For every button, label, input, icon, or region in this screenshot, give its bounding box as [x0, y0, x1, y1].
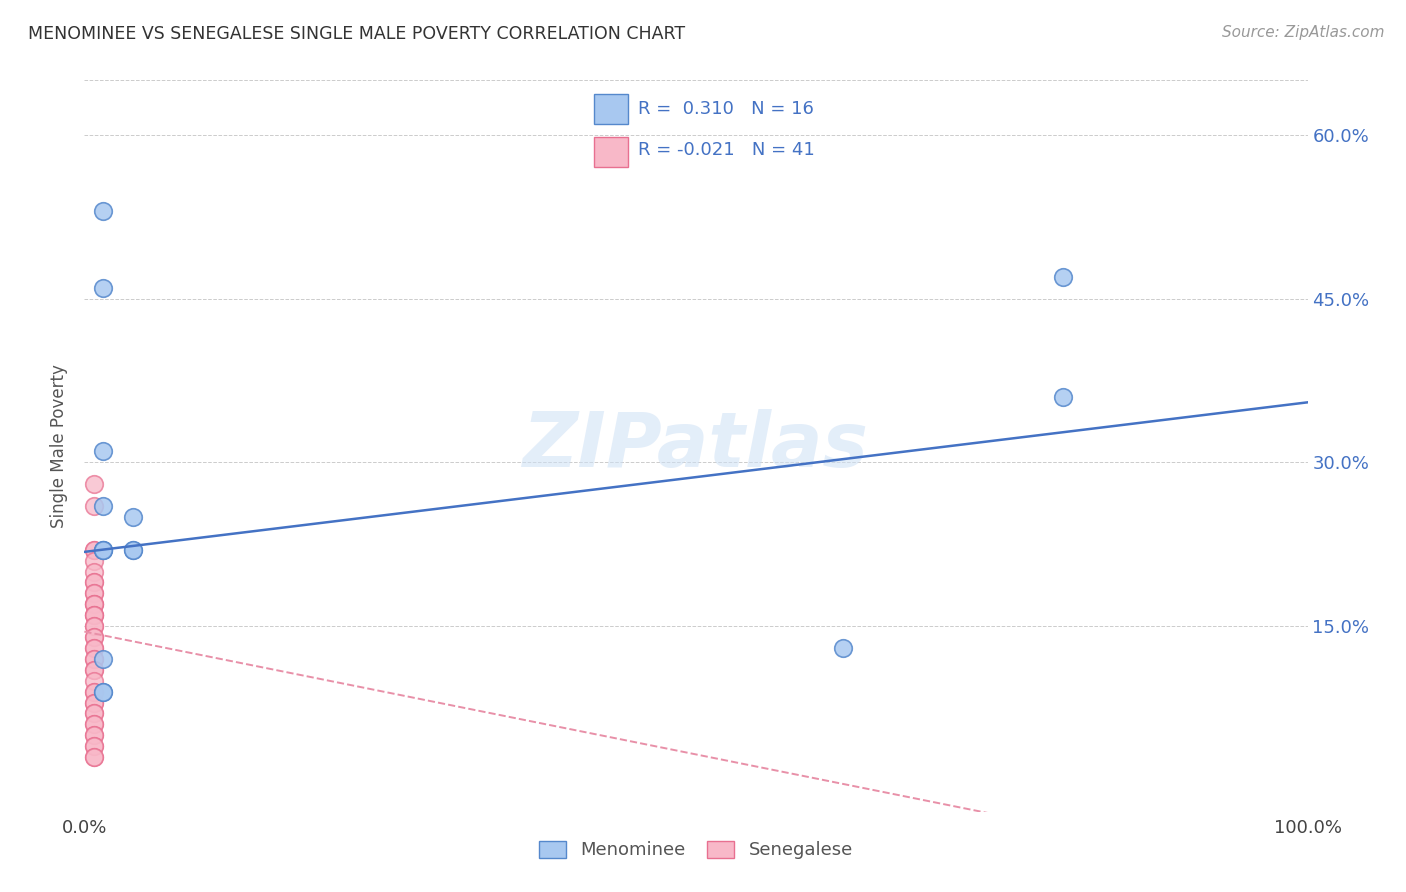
Point [1052, 269, 1074, 284]
Point [83, 575, 105, 590]
Point [83, 542, 105, 557]
Point [83, 684, 105, 698]
Point [91, 204, 114, 219]
Point [83, 477, 105, 491]
Point [83, 706, 105, 721]
Point [83, 640, 105, 655]
Point [83, 640, 105, 655]
Point [83, 630, 105, 644]
Point [83, 717, 105, 731]
Point [83, 608, 105, 623]
Point [83, 608, 105, 623]
Point [1052, 390, 1074, 404]
Point [83, 586, 105, 600]
Y-axis label: Single Male Poverty: Single Male Poverty [51, 364, 69, 528]
Point [83, 673, 105, 688]
Point [83, 750, 105, 764]
Point [83, 717, 105, 731]
Point [83, 554, 105, 568]
Point [83, 608, 105, 623]
Point [83, 630, 105, 644]
Point [83, 565, 105, 579]
Point [91, 684, 114, 698]
Point [83, 696, 105, 710]
Point [83, 499, 105, 513]
Point [83, 739, 105, 754]
Point [83, 597, 105, 611]
Point [83, 652, 105, 666]
Point [83, 619, 105, 633]
Point [91, 281, 114, 295]
Point [91, 684, 114, 698]
Point [91, 542, 114, 557]
Point [83, 652, 105, 666]
Point [83, 706, 105, 721]
Point [91, 499, 114, 513]
Point [83, 696, 105, 710]
FancyBboxPatch shape [593, 137, 627, 167]
Point [83, 575, 105, 590]
Point [91, 542, 114, 557]
Point [83, 750, 105, 764]
Point [122, 542, 145, 557]
Point [83, 663, 105, 677]
Text: R =  0.310   N = 16: R = 0.310 N = 16 [638, 100, 814, 118]
Text: ZIPatlas: ZIPatlas [523, 409, 869, 483]
Point [122, 542, 145, 557]
Point [83, 739, 105, 754]
Point [83, 728, 105, 742]
Text: MENOMINEE VS SENEGALESE SINGLE MALE POVERTY CORRELATION CHART: MENOMINEE VS SENEGALESE SINGLE MALE POVE… [28, 25, 685, 43]
Point [831, 640, 853, 655]
Point [83, 728, 105, 742]
Text: R = -0.021   N = 41: R = -0.021 N = 41 [638, 141, 815, 160]
Text: Source: ZipAtlas.com: Source: ZipAtlas.com [1222, 25, 1385, 40]
Point [83, 542, 105, 557]
Point [83, 586, 105, 600]
Point [83, 597, 105, 611]
Point [91, 444, 114, 458]
Point [83, 619, 105, 633]
Point [122, 510, 145, 524]
Legend: Menominee, Senegalese: Menominee, Senegalese [530, 831, 862, 869]
Point [83, 663, 105, 677]
Point [91, 542, 114, 557]
Point [91, 652, 114, 666]
Point [83, 597, 105, 611]
FancyBboxPatch shape [593, 95, 627, 124]
Point [83, 684, 105, 698]
